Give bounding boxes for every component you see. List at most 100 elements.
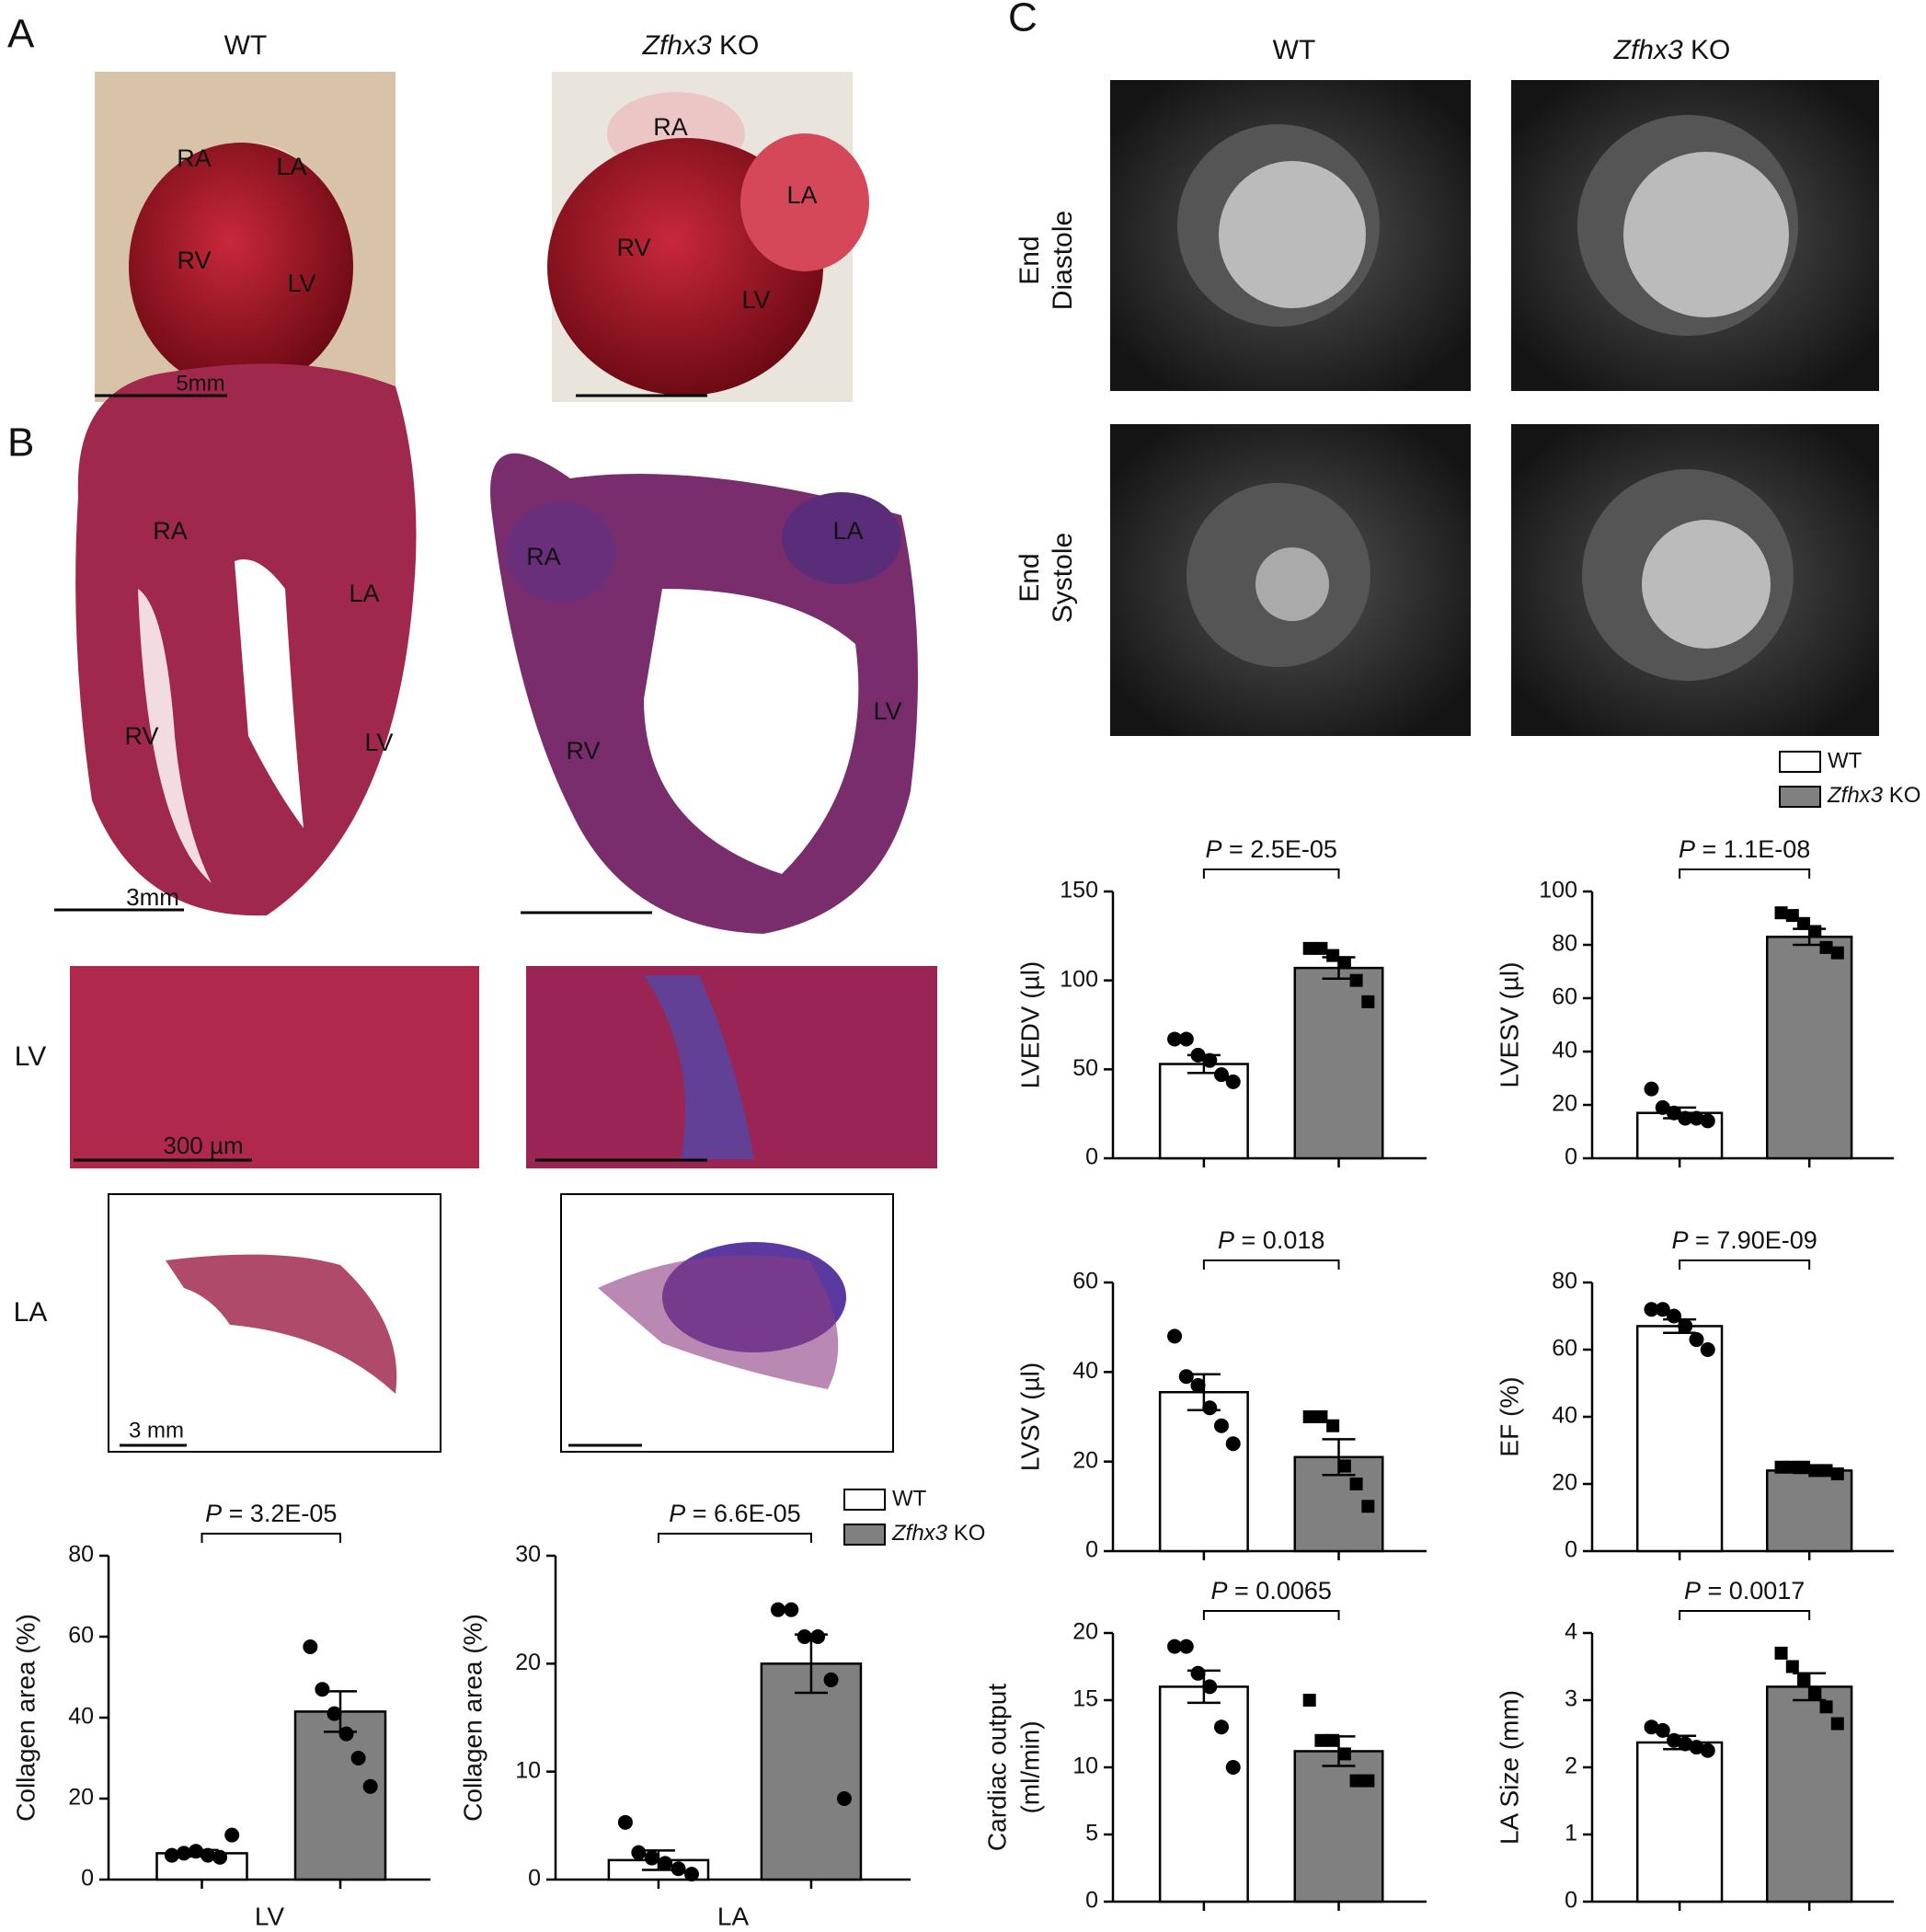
data-point xyxy=(1666,1308,1681,1324)
data-point xyxy=(315,1682,330,1697)
legend-label-italic: Zfhx3 xyxy=(1827,783,1884,808)
column-title-italic: Zfhx3 xyxy=(1613,35,1683,65)
data-point xyxy=(1830,1467,1844,1481)
significance-bracket xyxy=(1679,1259,1811,1270)
y-axis-label: Cardiac output xyxy=(982,1684,1011,1851)
y-tick-label: 40 xyxy=(1072,1358,1098,1384)
chamber-label: RV xyxy=(124,722,158,750)
data-point xyxy=(303,1639,318,1654)
y-axis-label: LVEDV (µl) xyxy=(1015,961,1044,1089)
data-point xyxy=(1225,1074,1241,1089)
legend-label: Zfhx3 KO xyxy=(891,1521,985,1546)
column-title-italic: Zfhx3 xyxy=(642,30,712,61)
y-tick-label: 80 xyxy=(68,1542,94,1568)
chamber-label: RA xyxy=(177,144,212,172)
data-point xyxy=(1314,1410,1328,1423)
data-point xyxy=(176,1846,191,1861)
p-value-text: = 0.0017 xyxy=(1701,1577,1805,1604)
section-wt xyxy=(75,363,417,916)
p-value: P = 0.0017 xyxy=(1684,1577,1805,1604)
data-point xyxy=(1666,1732,1681,1748)
chamber-label: LV xyxy=(287,270,315,297)
data-point xyxy=(1700,1113,1715,1129)
row-label: End xyxy=(1015,236,1045,284)
bar xyxy=(293,1710,387,1881)
data-point xyxy=(823,1672,839,1687)
legend-swatch xyxy=(843,1489,886,1511)
data-point xyxy=(810,1629,826,1644)
y-tick-label: 0 xyxy=(1565,1888,1577,1914)
y-tick-label: 5 xyxy=(1085,1821,1098,1846)
chamber-label: LV xyxy=(741,286,770,314)
y-tick-label: 20 xyxy=(1552,1470,1577,1496)
data-point xyxy=(1337,956,1351,970)
legend-label-text: KO xyxy=(1883,783,1920,808)
legend-swatch xyxy=(1779,786,1821,808)
legend-label-text: KO xyxy=(947,1521,985,1546)
data-point xyxy=(1213,1067,1229,1083)
data-point xyxy=(164,1847,179,1863)
scale-label: 3 mm xyxy=(129,1418,184,1443)
data-point xyxy=(1302,941,1316,955)
data-point xyxy=(671,1861,686,1877)
p-value-text: = 0.018 xyxy=(1234,1226,1324,1254)
y-tick-label: 150 xyxy=(1060,878,1098,903)
y-tick-label: 3 xyxy=(1565,1686,1577,1712)
la-section-wt xyxy=(108,1193,441,1453)
p-value-text: = 0.0065 xyxy=(1228,1577,1332,1604)
data-point xyxy=(1644,1719,1659,1735)
p-value-text: = 1.1E-08 xyxy=(1695,835,1810,863)
chamber-label: RA xyxy=(153,517,188,545)
data-point xyxy=(1678,1736,1693,1752)
chamber-label: LA xyxy=(276,153,306,180)
data-point xyxy=(1785,1660,1799,1673)
data-point xyxy=(617,1814,633,1830)
panel-letter: C xyxy=(1008,0,1038,40)
micro-ko xyxy=(526,966,937,1168)
data-point xyxy=(1213,1719,1229,1735)
legend-swatch xyxy=(843,1524,886,1546)
significance-bracket xyxy=(1679,868,1811,879)
p-value-italic: P xyxy=(1211,1577,1228,1604)
p-value: P = 0.0065 xyxy=(1211,1577,1332,1604)
p-value-italic: P xyxy=(669,1500,685,1527)
data-point xyxy=(224,1827,240,1843)
data-point xyxy=(1819,940,1833,954)
data-point xyxy=(1178,1369,1194,1385)
data-point xyxy=(350,1751,366,1765)
data-point xyxy=(1326,1733,1340,1747)
data-point xyxy=(1700,1742,1715,1758)
chamber-label: LV xyxy=(873,697,901,725)
data-point xyxy=(1819,1700,1833,1714)
chamber-label: LA xyxy=(832,517,863,545)
data-point xyxy=(1689,1740,1704,1755)
data-point xyxy=(1678,1318,1693,1334)
y-tick-label: 0 xyxy=(1565,1537,1577,1563)
data-point xyxy=(784,1602,799,1617)
y-axis-label: Collagen area (%) xyxy=(11,1614,40,1822)
column-title: WT xyxy=(1273,35,1316,65)
x-axis-label: LV xyxy=(255,1902,284,1930)
column-title-text: KO xyxy=(1683,35,1731,65)
data-point xyxy=(658,1856,673,1871)
data-point xyxy=(1337,1459,1351,1473)
y-tick-label: 15 xyxy=(1072,1686,1098,1712)
y-tick-label: 20 xyxy=(515,1650,541,1675)
legend-label: WT xyxy=(892,1486,927,1511)
data-point xyxy=(1202,1679,1218,1695)
y-tick-label: 80 xyxy=(1552,931,1577,957)
bar xyxy=(1158,1685,1249,1903)
data-point xyxy=(1797,1460,1811,1474)
data-point xyxy=(1349,1774,1363,1788)
data-point xyxy=(1190,1377,1206,1393)
significance-bracket xyxy=(1202,868,1340,879)
data-point xyxy=(1314,1733,1328,1747)
data-point xyxy=(1337,1747,1351,1761)
scale-label: 5mm xyxy=(176,371,224,396)
significance-bracket xyxy=(1202,1610,1340,1620)
y-tick-label: 2 xyxy=(1565,1754,1577,1779)
y-tick-label: 0 xyxy=(1085,1888,1098,1914)
y-tick-label: 10 xyxy=(515,1757,541,1783)
micro-wt xyxy=(70,966,479,1168)
